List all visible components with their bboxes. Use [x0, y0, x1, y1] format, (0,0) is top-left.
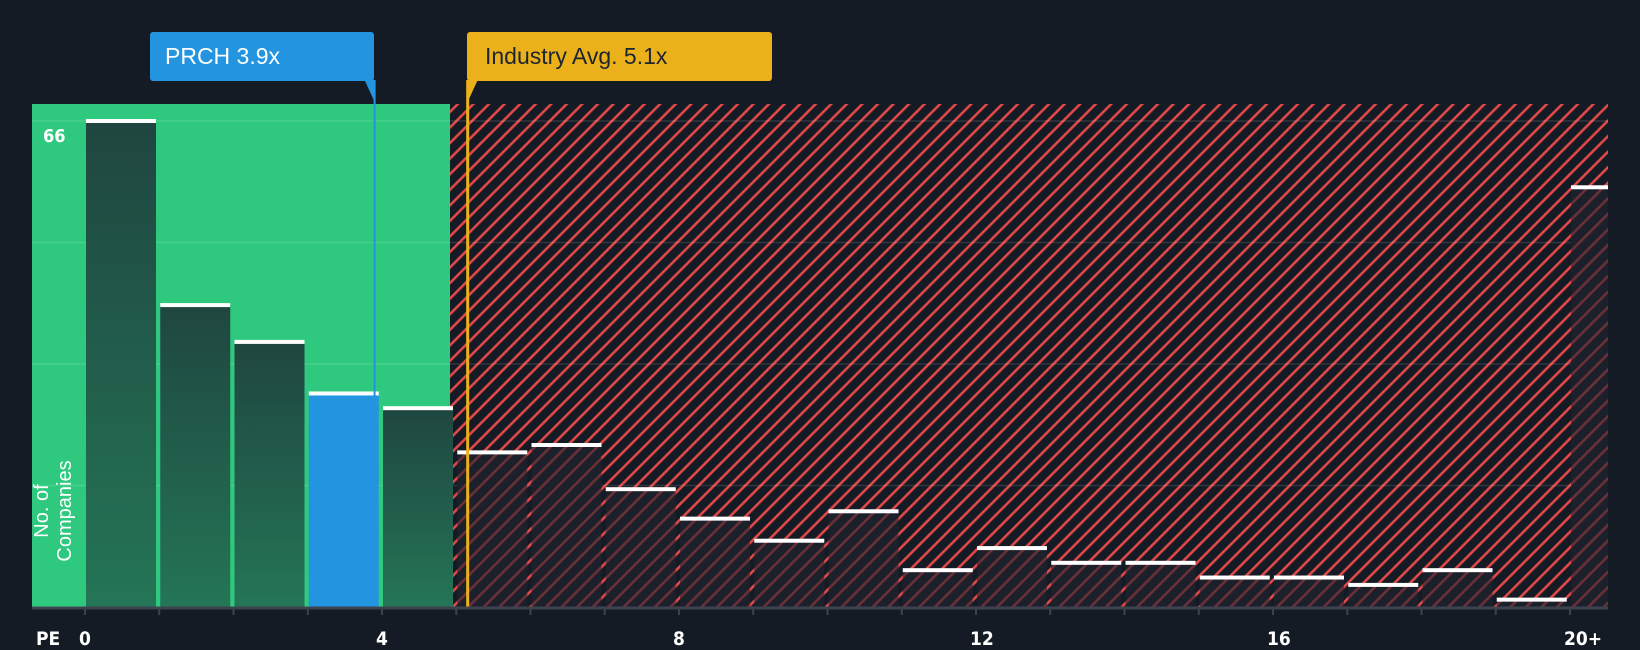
y-max-label: 66 [43, 126, 66, 147]
histogram-bar [383, 406, 453, 607]
x-tick-label: 12 [970, 628, 994, 650]
histogram-bar [977, 546, 1047, 607]
histogram-bar [234, 339, 305, 607]
histogram-bar [1274, 575, 1344, 607]
histogram-bar [1496, 597, 1567, 607]
company-pe-label: PRCH 3.9x [165, 43, 281, 69]
x-tick-label: 4 [376, 628, 388, 650]
company-callout-pointer [364, 80, 376, 104]
x-axis [32, 606, 1608, 615]
histogram-bar [680, 516, 750, 607]
x-tick-label: 8 [673, 628, 685, 650]
histogram-bar [754, 538, 825, 607]
x-axis-title: PE [36, 628, 61, 650]
histogram-bar [86, 119, 156, 607]
x-tick-label: 0 [79, 628, 91, 650]
x-tick-label: 16 [1267, 628, 1291, 650]
industry-callout-pointer [466, 80, 478, 104]
histogram-bar [1348, 582, 1419, 607]
histogram-bar [828, 509, 899, 607]
x-tick-label: 20+ [1564, 628, 1603, 650]
histogram-bar [1422, 568, 1493, 607]
industry-avg-label: Industry Avg. 5.1x [485, 43, 668, 69]
industry-avg-callout: Industry Avg. 5.1x [467, 32, 772, 81]
histogram-bar [605, 487, 676, 607]
histogram-bar [531, 443, 602, 607]
histogram-bar [1571, 185, 1608, 608]
histogram-bar [1051, 560, 1122, 607]
histogram-bar [1199, 575, 1270, 607]
histogram-bars [86, 119, 1608, 608]
histogram-bar [160, 303, 231, 607]
histogram-bar [308, 391, 379, 607]
value-markers [364, 80, 478, 607]
y-axis-title: No. of Companies [31, 460, 76, 562]
company-pe-callout: PRCH 3.9x [150, 32, 374, 81]
histogram-bar [902, 568, 973, 607]
histogram-bar [1125, 560, 1196, 607]
